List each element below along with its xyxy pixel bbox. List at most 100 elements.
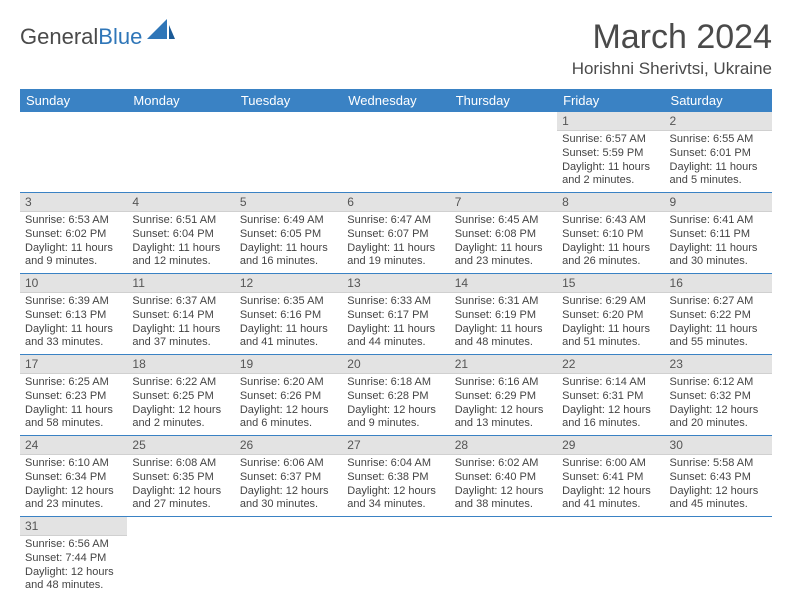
sunset-text: Sunset: 6:13 PM	[25, 309, 122, 323]
day-number: 24	[20, 436, 127, 455]
day-number: 1	[557, 112, 664, 131]
sunset-text: Sunset: 6:08 PM	[455, 228, 552, 242]
sunrise-text: Sunrise: 6:41 AM	[670, 214, 767, 228]
day-details: Sunrise: 6:49 AMSunset: 6:05 PMDaylight:…	[235, 212, 342, 273]
sunrise-text: Sunrise: 6:18 AM	[347, 376, 444, 390]
day-number: 27	[342, 436, 449, 455]
calendar-cell: 10Sunrise: 6:39 AMSunset: 6:13 PMDayligh…	[20, 274, 127, 355]
daylight-text: Daylight: 11 hours and 12 minutes.	[132, 242, 229, 270]
day-number: 31	[20, 517, 127, 536]
sunrise-text: Sunrise: 6:06 AM	[240, 457, 337, 471]
daylight-text: Daylight: 11 hours and 16 minutes.	[240, 242, 337, 270]
sunrise-text: Sunrise: 6:56 AM	[25, 538, 122, 552]
sunset-text: Sunset: 6:07 PM	[347, 228, 444, 242]
sunset-text: Sunset: 6:34 PM	[25, 471, 122, 485]
day-details: Sunrise: 6:39 AMSunset: 6:13 PMDaylight:…	[20, 293, 127, 354]
day-number: 22	[557, 355, 664, 374]
calendar-cell: 29Sunrise: 6:00 AMSunset: 6:41 PMDayligh…	[557, 436, 664, 517]
day-details: Sunrise: 6:33 AMSunset: 6:17 PMDaylight:…	[342, 293, 449, 354]
daylight-text: Daylight: 11 hours and 26 minutes.	[562, 242, 659, 270]
sunset-text: Sunset: 6:02 PM	[25, 228, 122, 242]
sunrise-text: Sunrise: 6:00 AM	[562, 457, 659, 471]
day-header: Saturday	[665, 89, 772, 112]
calendar-cell: 27Sunrise: 6:04 AMSunset: 6:38 PMDayligh…	[342, 436, 449, 517]
day-number: 5	[235, 193, 342, 212]
sunrise-text: Sunrise: 6:33 AM	[347, 295, 444, 309]
sunset-text: Sunset: 6:29 PM	[455, 390, 552, 404]
calendar-cell: 11Sunrise: 6:37 AMSunset: 6:14 PMDayligh…	[127, 274, 234, 355]
day-details: Sunrise: 6:00 AMSunset: 6:41 PMDaylight:…	[557, 455, 664, 516]
day-number: 11	[127, 274, 234, 293]
calendar-cell: 17Sunrise: 6:25 AMSunset: 6:23 PMDayligh…	[20, 355, 127, 436]
daylight-text: Daylight: 11 hours and 33 minutes.	[25, 323, 122, 351]
calendar-week: 10Sunrise: 6:39 AMSunset: 6:13 PMDayligh…	[20, 274, 772, 355]
day-details: Sunrise: 6:56 AMSunset: 7:44 PMDaylight:…	[20, 536, 127, 597]
calendar-week: 1Sunrise: 6:57 AMSunset: 5:59 PMDaylight…	[20, 112, 772, 193]
daylight-text: Daylight: 12 hours and 27 minutes.	[132, 485, 229, 513]
sunset-text: Sunset: 6:38 PM	[347, 471, 444, 485]
brand-name: GeneralBlue	[20, 24, 142, 50]
day-details: Sunrise: 6:16 AMSunset: 6:29 PMDaylight:…	[450, 374, 557, 435]
calendar-week: 24Sunrise: 6:10 AMSunset: 6:34 PMDayligh…	[20, 436, 772, 517]
calendar-week: 3Sunrise: 6:53 AMSunset: 6:02 PMDaylight…	[20, 193, 772, 274]
day-number: 21	[450, 355, 557, 374]
day-details: Sunrise: 6:45 AMSunset: 6:08 PMDaylight:…	[450, 212, 557, 273]
calendar-cell	[450, 112, 557, 193]
day-details: Sunrise: 6:57 AMSunset: 5:59 PMDaylight:…	[557, 131, 664, 192]
calendar-cell	[665, 517, 772, 598]
daylight-text: Daylight: 11 hours and 55 minutes.	[670, 323, 767, 351]
calendar-cell: 25Sunrise: 6:08 AMSunset: 6:35 PMDayligh…	[127, 436, 234, 517]
sunrise-text: Sunrise: 6:12 AM	[670, 376, 767, 390]
sunset-text: Sunset: 7:44 PM	[25, 552, 122, 566]
daylight-text: Daylight: 12 hours and 38 minutes.	[455, 485, 552, 513]
sunrise-text: Sunrise: 5:58 AM	[670, 457, 767, 471]
calendar-cell: 21Sunrise: 6:16 AMSunset: 6:29 PMDayligh…	[450, 355, 557, 436]
day-number: 3	[20, 193, 127, 212]
day-number: 9	[665, 193, 772, 212]
day-details: Sunrise: 6:27 AMSunset: 6:22 PMDaylight:…	[665, 293, 772, 354]
sail-icon	[147, 19, 175, 46]
calendar-cell: 2Sunrise: 6:55 AMSunset: 6:01 PMDaylight…	[665, 112, 772, 193]
calendar-cell: 31Sunrise: 6:56 AMSunset: 7:44 PMDayligh…	[20, 517, 127, 598]
day-header: Thursday	[450, 89, 557, 112]
sunset-text: Sunset: 6:05 PM	[240, 228, 337, 242]
sunset-text: Sunset: 6:14 PM	[132, 309, 229, 323]
calendar-cell	[342, 112, 449, 193]
calendar-page: GeneralBlue March 2024 Horishni Sherivts…	[0, 0, 792, 607]
calendar-body: 1Sunrise: 6:57 AMSunset: 5:59 PMDaylight…	[20, 112, 772, 597]
calendar-cell: 5Sunrise: 6:49 AMSunset: 6:05 PMDaylight…	[235, 193, 342, 274]
header: GeneralBlue March 2024 Horishni Sherivts…	[20, 18, 772, 79]
calendar-cell: 28Sunrise: 6:02 AMSunset: 6:40 PMDayligh…	[450, 436, 557, 517]
calendar-cell: 30Sunrise: 5:58 AMSunset: 6:43 PMDayligh…	[665, 436, 772, 517]
sunrise-text: Sunrise: 6:57 AM	[562, 133, 659, 147]
month-title: March 2024	[572, 18, 772, 57]
sunrise-text: Sunrise: 6:04 AM	[347, 457, 444, 471]
sunset-text: Sunset: 6:22 PM	[670, 309, 767, 323]
calendar-cell	[235, 112, 342, 193]
sunset-text: Sunset: 6:25 PM	[132, 390, 229, 404]
sunrise-text: Sunrise: 6:49 AM	[240, 214, 337, 228]
sunset-text: Sunset: 6:16 PM	[240, 309, 337, 323]
day-number: 25	[127, 436, 234, 455]
calendar-cell	[127, 112, 234, 193]
sunset-text: Sunset: 6:19 PM	[455, 309, 552, 323]
day-number: 13	[342, 274, 449, 293]
day-number: 17	[20, 355, 127, 374]
daylight-text: Daylight: 11 hours and 37 minutes.	[132, 323, 229, 351]
calendar-cell: 18Sunrise: 6:22 AMSunset: 6:25 PMDayligh…	[127, 355, 234, 436]
day-details: Sunrise: 6:41 AMSunset: 6:11 PMDaylight:…	[665, 212, 772, 273]
sunrise-text: Sunrise: 6:02 AM	[455, 457, 552, 471]
sunset-text: Sunset: 6:01 PM	[670, 147, 767, 161]
day-number: 20	[342, 355, 449, 374]
calendar-cell: 23Sunrise: 6:12 AMSunset: 6:32 PMDayligh…	[665, 355, 772, 436]
daylight-text: Daylight: 12 hours and 23 minutes.	[25, 485, 122, 513]
daylight-text: Daylight: 12 hours and 45 minutes.	[670, 485, 767, 513]
daylight-text: Daylight: 11 hours and 23 minutes.	[455, 242, 552, 270]
day-details: Sunrise: 6:55 AMSunset: 6:01 PMDaylight:…	[665, 131, 772, 192]
calendar-week: 31Sunrise: 6:56 AMSunset: 7:44 PMDayligh…	[20, 517, 772, 598]
day-number: 2	[665, 112, 772, 131]
day-details: Sunrise: 6:22 AMSunset: 6:25 PMDaylight:…	[127, 374, 234, 435]
day-details: Sunrise: 6:53 AMSunset: 6:02 PMDaylight:…	[20, 212, 127, 273]
calendar-cell	[20, 112, 127, 193]
calendar-cell: 13Sunrise: 6:33 AMSunset: 6:17 PMDayligh…	[342, 274, 449, 355]
